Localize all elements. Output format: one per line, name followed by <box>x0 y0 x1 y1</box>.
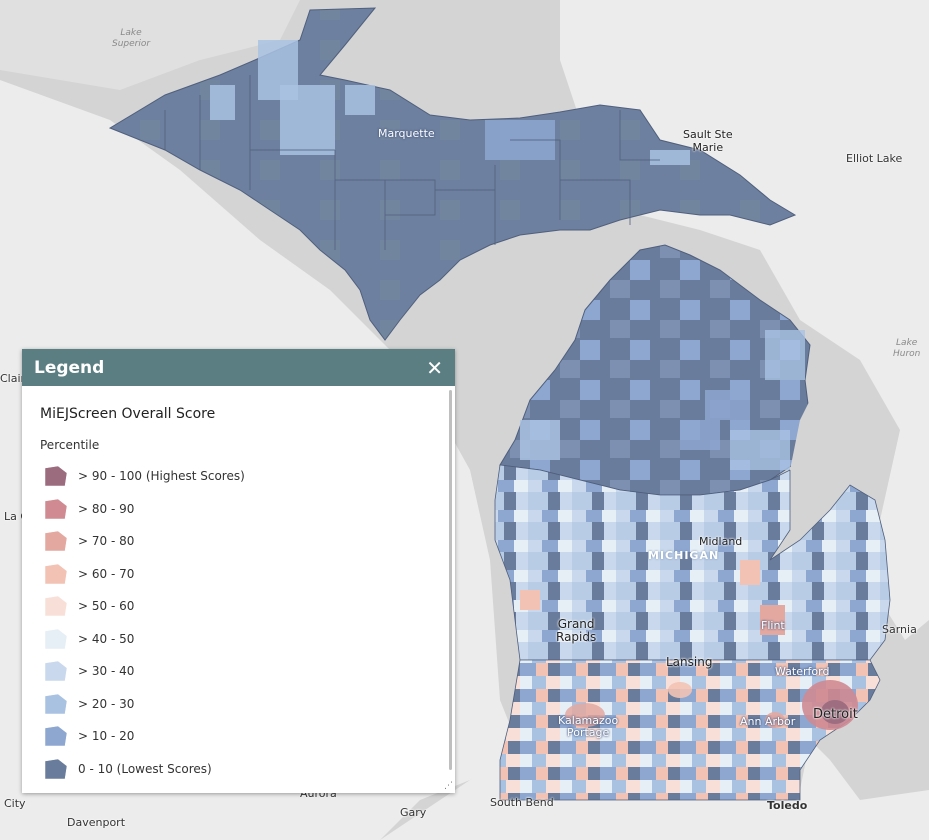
legend-swatch <box>44 725 68 747</box>
legend-swatch <box>44 595 68 617</box>
legend-field-name: Percentile <box>40 438 100 452</box>
legend-class-row: > 60 - 70 <box>40 558 437 591</box>
legend-swatch <box>44 563 68 585</box>
legend-class-row: > 30 - 40 <box>40 655 437 688</box>
legend-class-row: > 10 - 20 <box>40 720 437 753</box>
label-lansing: Lansing <box>666 655 713 669</box>
label-south-bend: South Bend <box>490 796 554 809</box>
label-grand-rapids: Grand Rapids <box>556 617 597 644</box>
legend-class-row: > 50 - 60 <box>40 590 437 623</box>
label-lake-huron: Lake Huron <box>893 338 921 359</box>
legend-class-row: > 90 - 100 (Highest Scores) <box>40 460 437 493</box>
legend-class-row: > 20 - 30 <box>40 688 437 721</box>
legend-class-label: > 10 - 20 <box>78 729 135 744</box>
legend-header: Legend ✕ <box>22 349 455 386</box>
label-clair: Clair <box>0 372 26 385</box>
legend-layer-name: MiEJScreen Overall Score <box>40 406 216 422</box>
label-flint: Flint <box>761 619 785 632</box>
label-michigan: MICHIGAN <box>648 549 720 562</box>
label-city: City <box>4 797 26 810</box>
lower-peninsula-south <box>499 659 881 801</box>
resize-handle-icon[interactable]: ⋰ <box>444 781 453 791</box>
legend-class-label: > 20 - 30 <box>78 696 135 711</box>
legend-class-row: 0 - 10 (Lowest Scores) <box>40 753 437 786</box>
legend-swatch <box>44 530 68 552</box>
legend-class-label: > 80 - 90 <box>78 501 135 516</box>
legend-class-list: > 90 - 100 (Highest Scores) > 80 - 90 > 70… <box>40 460 437 785</box>
label-marquette: Marquette <box>378 127 435 140</box>
legend-scrollbar[interactable] <box>449 390 452 770</box>
label-waterford: Waterford <box>775 665 830 678</box>
legend-class-label: > 60 - 70 <box>78 566 135 581</box>
label-sarnia: Sarnia <box>882 623 917 636</box>
legend-class-label: > 70 - 80 <box>78 534 135 549</box>
label-ann-arbor: Ann Arbor <box>740 715 796 728</box>
legend-body[interactable]: MiEJScreen Overall Score Percentile > 90… <box>22 386 455 793</box>
label-elliot-lake: Elliot Lake <box>846 152 903 165</box>
legend-swatch <box>44 628 68 650</box>
legend-class-row: > 70 - 80 <box>40 525 437 558</box>
legend-class-label: > 90 - 100 (Highest Scores) <box>78 469 245 484</box>
legend-class-row: > 80 - 90 <box>40 493 437 526</box>
label-kalamazoo-portage: Kalamazoo Portage <box>558 714 619 739</box>
legend-swatch <box>44 498 68 520</box>
legend-swatch <box>44 660 68 682</box>
label-toledo: Toledo <box>767 799 808 812</box>
legend-swatch <box>44 465 68 487</box>
label-gary: Gary <box>400 806 427 819</box>
legend-class-label: > 30 - 40 <box>78 664 135 679</box>
legend-class-row: > 40 - 50 <box>40 623 437 656</box>
legend-title: Legend <box>34 357 105 378</box>
legend-swatch <box>44 693 68 715</box>
label-davenport: Davenport <box>67 816 126 829</box>
label-lake-superior: Lake Superior <box>112 28 151 49</box>
label-midland: Midland <box>699 535 743 548</box>
label-detroit: Detroit <box>813 707 858 722</box>
legend-panel: Legend ✕ MiEJScreen Overall Score Percen… <box>22 349 455 793</box>
lower-peninsula-middle <box>494 464 891 661</box>
north-land <box>0 0 300 90</box>
close-icon[interactable]: ✕ <box>426 355 443 380</box>
legend-class-label: > 40 - 50 <box>78 631 135 646</box>
legend-class-label: > 50 - 60 <box>78 599 135 614</box>
legend-class-label: 0 - 10 (Lowest Scores) <box>78 761 212 776</box>
label-sault-ste-marie: Sault Ste Marie <box>683 128 733 154</box>
legend-swatch <box>44 758 68 780</box>
